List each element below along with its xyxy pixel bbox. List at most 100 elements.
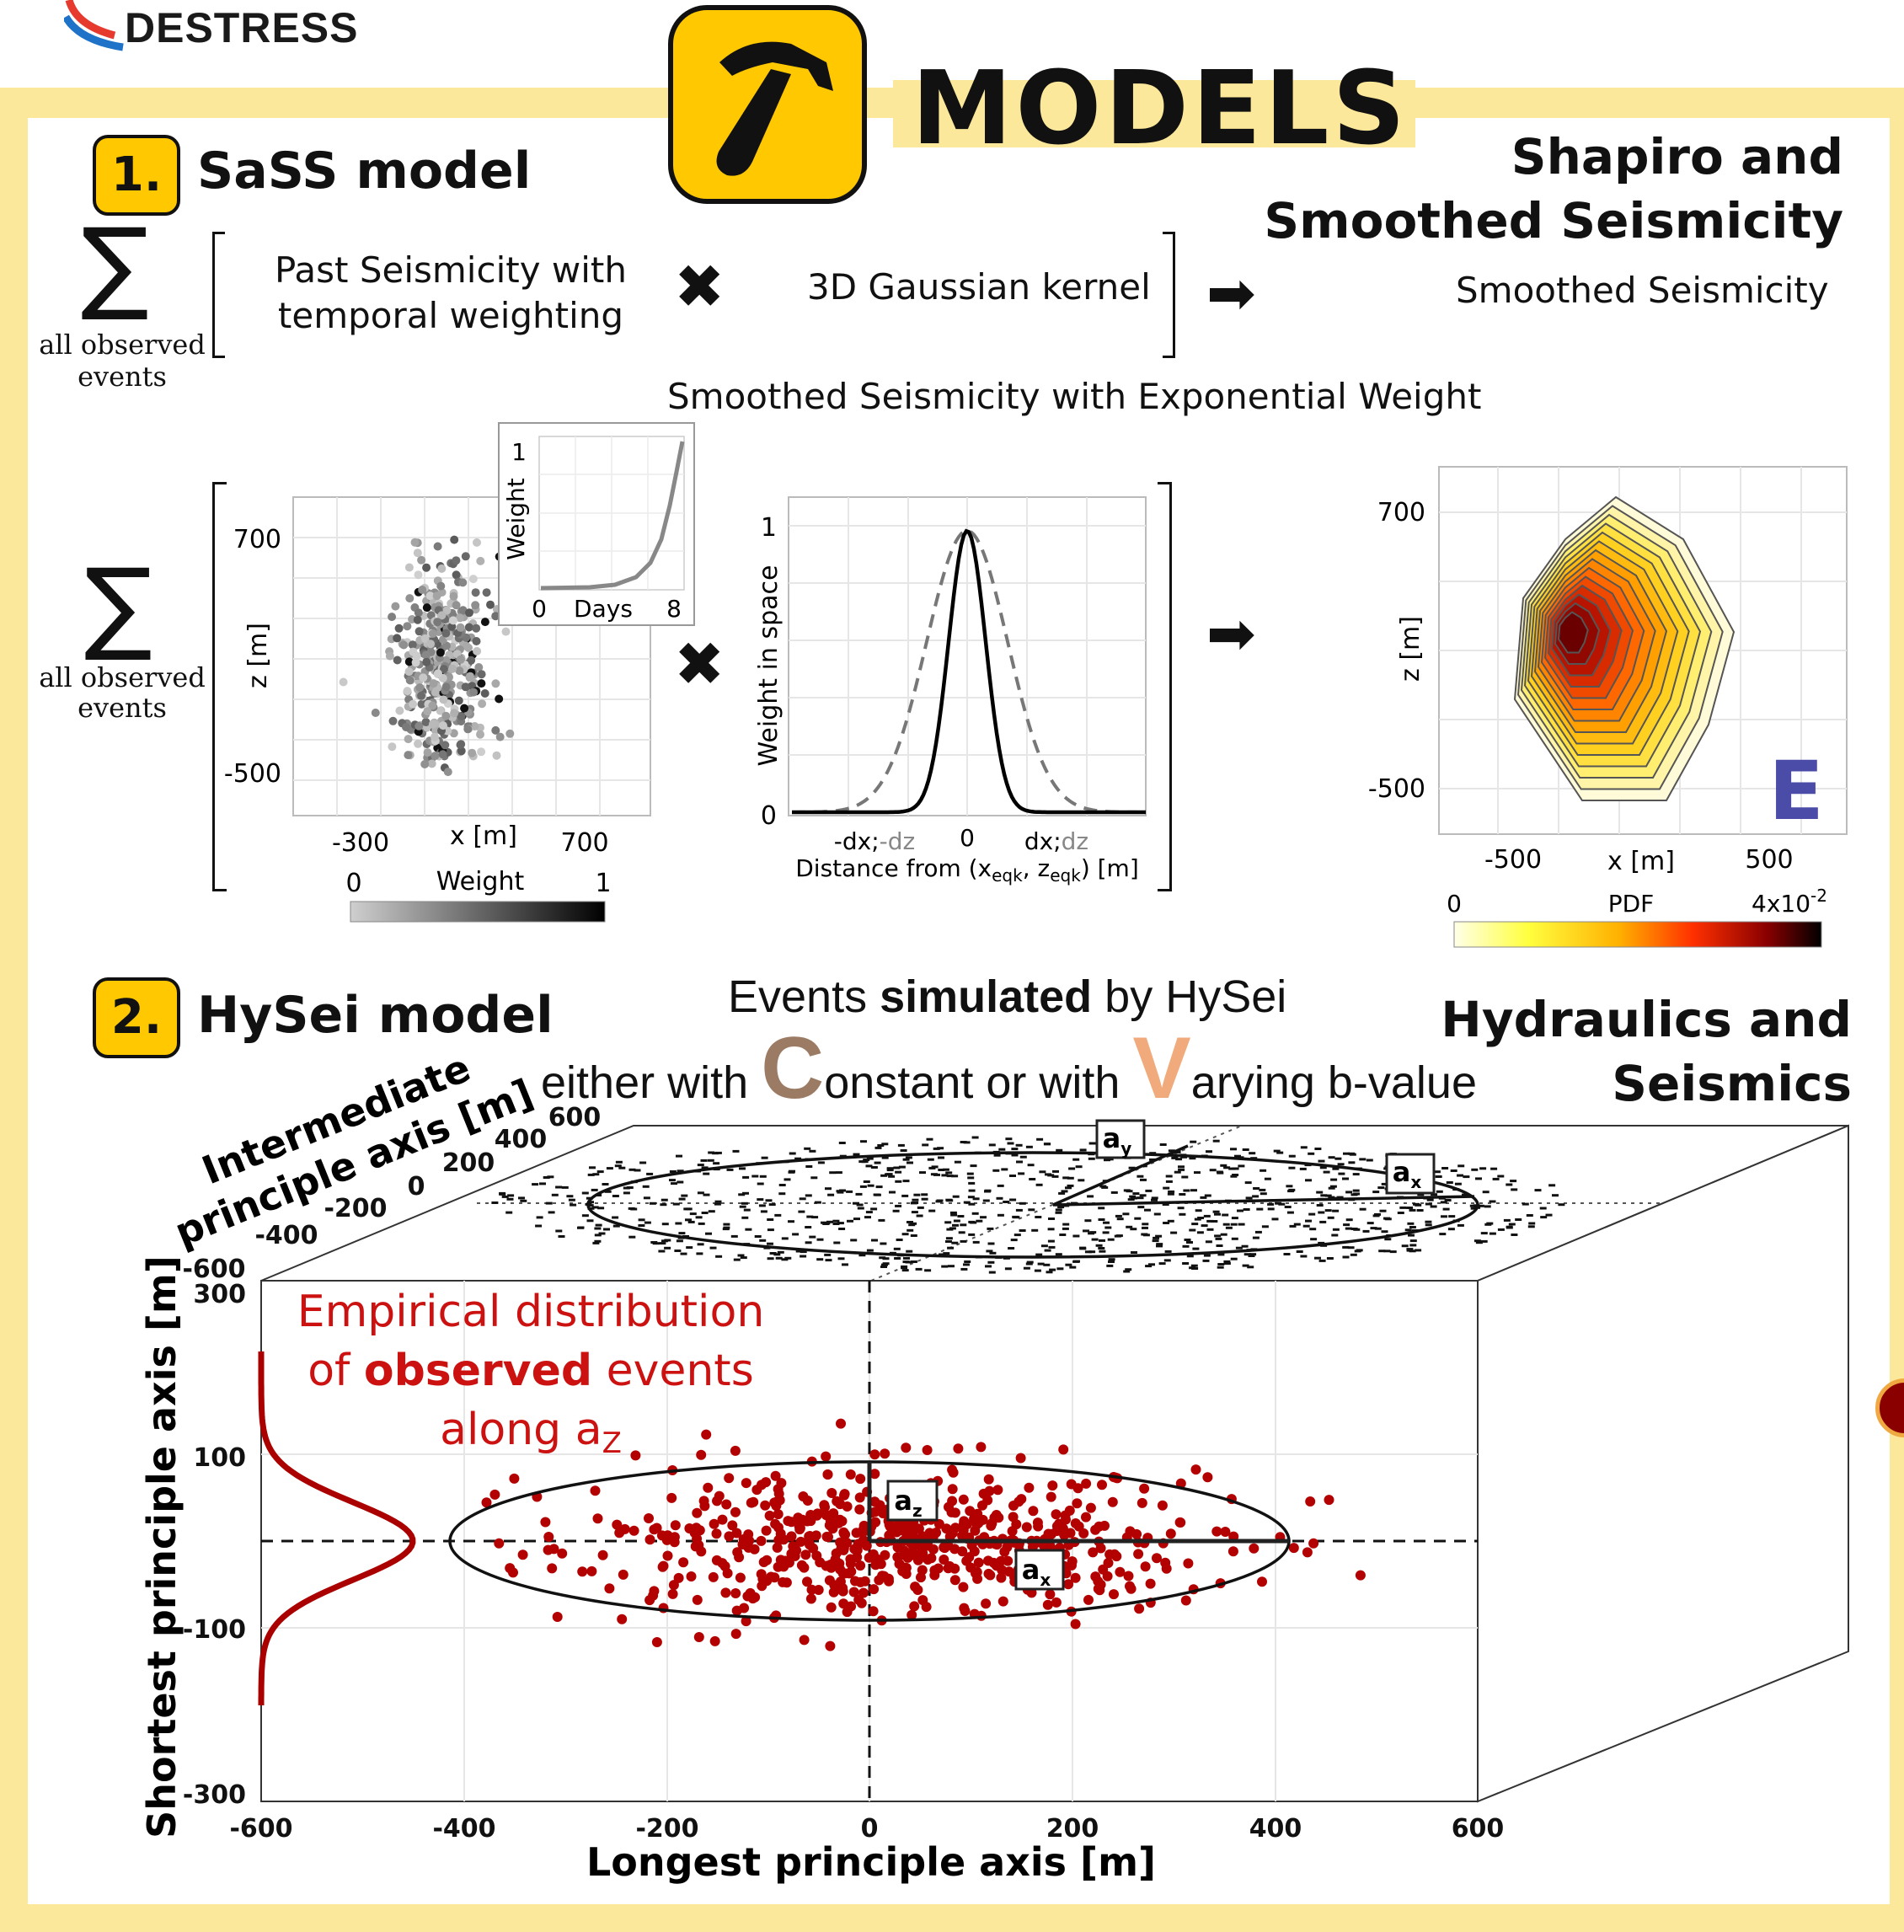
scatter-point (455, 666, 464, 676)
scatter-point (505, 729, 515, 738)
front-face-point (802, 1576, 812, 1587)
panel-times-icon: ✖ (674, 629, 725, 699)
front-face-point (1220, 1527, 1231, 1537)
front-face-point (1085, 1502, 1096, 1513)
front-face-point (861, 1540, 872, 1551)
front-face-point (970, 1525, 981, 1536)
scatter-point (465, 608, 473, 618)
front-face-point (953, 1443, 964, 1454)
svg-text:ax: ax (1022, 1554, 1051, 1590)
front-face-point (730, 1588, 741, 1598)
scatter-point (439, 665, 448, 674)
scatter-point (468, 748, 477, 757)
front-face-points (481, 1418, 1366, 1651)
formula-bracket-left (212, 232, 225, 358)
front-face-point (1014, 1496, 1024, 1507)
scatter-point (393, 656, 402, 665)
section1-right-title: Shapiro and Smoothed Seismicity (1085, 125, 1843, 253)
front-face-point (730, 1445, 741, 1456)
kernel-ytick-1: 1 (761, 513, 777, 543)
hammer-icon (668, 5, 867, 204)
scatter-point (405, 676, 414, 685)
scatter-point (482, 588, 491, 597)
svg-text:az: az (894, 1485, 922, 1521)
inset-xtick-0: 0 (532, 595, 547, 623)
front-face-point (944, 1560, 955, 1571)
front-face-point (761, 1525, 772, 1536)
front-face-point (1099, 1520, 1110, 1531)
top-tick-minus400: -400 (254, 1221, 318, 1250)
front-face-point (1202, 1472, 1213, 1483)
scatter-point (409, 647, 418, 656)
scatter-point (492, 751, 501, 760)
scatter-point (460, 704, 469, 713)
scatter-point (450, 709, 459, 718)
section1-plots: 700 -500 -300 700 x [m] z [m] 0 Weight 1… (224, 422, 1848, 948)
front-face-point (1175, 1517, 1186, 1528)
front-face-point (670, 1520, 681, 1531)
front-face-point (821, 1451, 832, 1462)
kernel-xtick-left: -dx;-dz (834, 827, 915, 855)
front-face-point (717, 1558, 728, 1569)
front-face-point (773, 1488, 784, 1499)
front-face-point (939, 1555, 949, 1565)
front-face-point (597, 1549, 608, 1560)
front-face-point (829, 1580, 840, 1591)
scatter-point (388, 613, 397, 622)
scatter-point (466, 672, 474, 681)
label-ay: ay (1095, 1119, 1146, 1159)
scatter-point (473, 538, 481, 547)
scatter-point (421, 650, 431, 660)
front-face-point (1161, 1563, 1172, 1574)
scatter-point (450, 535, 459, 544)
front-face-point (552, 1612, 563, 1622)
pdf-xtick-500: 500 (1745, 845, 1793, 875)
front-face-point (931, 1528, 942, 1538)
front-face-point (684, 1523, 695, 1533)
front-face-point (991, 1510, 1002, 1520)
scatter-point (404, 563, 414, 572)
front-face-point (741, 1616, 751, 1627)
front-face-point (547, 1563, 558, 1574)
top-tick-400: 400 (495, 1125, 548, 1154)
front-face-point (837, 1516, 848, 1527)
front-face-point (517, 1549, 528, 1560)
front-face-point (543, 1544, 554, 1555)
front-face-point (832, 1496, 842, 1507)
front-face-point (1355, 1570, 1366, 1581)
page-title: MODELS (912, 51, 1409, 168)
scatter-point (395, 706, 404, 715)
front-face-point (1190, 1464, 1201, 1475)
front-ytick-100: 100 (193, 1443, 246, 1473)
scatter-point (461, 682, 470, 692)
front-face-point (827, 1523, 838, 1534)
front-face-point (1288, 1543, 1299, 1554)
front-face-point (696, 1546, 707, 1557)
scatter-point (404, 667, 414, 677)
front-face-point (1066, 1479, 1077, 1490)
pdf-panel-letter: E (1768, 744, 1824, 838)
scatter-point (432, 591, 441, 601)
front-face-point (1257, 1576, 1267, 1587)
front-face-point (489, 1489, 500, 1500)
front-face-point (773, 1522, 784, 1533)
formula-result: Smoothed Seismicity (1456, 270, 1829, 311)
pdf-colorbar-label: PDF (1608, 890, 1655, 918)
inset-xlabel: Days (574, 595, 633, 623)
front-face-point (1123, 1571, 1134, 1581)
front-face-point (836, 1418, 846, 1429)
front-face-point (1109, 1589, 1119, 1600)
scatter-point (371, 709, 380, 717)
front-face-point (869, 1496, 880, 1507)
front-face-point (947, 1484, 958, 1495)
label-ay-sub: y (1120, 1138, 1131, 1159)
kernel-xlabel-b: , z (1023, 854, 1051, 882)
front-face-point (741, 1478, 751, 1489)
scatter-point (478, 699, 487, 709)
scatter-point (457, 712, 466, 721)
front-face-point (853, 1594, 864, 1605)
front-face-point (946, 1507, 957, 1517)
front-face-point (586, 1565, 597, 1576)
front-face-point (1324, 1495, 1334, 1506)
inset-ylabel: Weight (502, 478, 530, 560)
